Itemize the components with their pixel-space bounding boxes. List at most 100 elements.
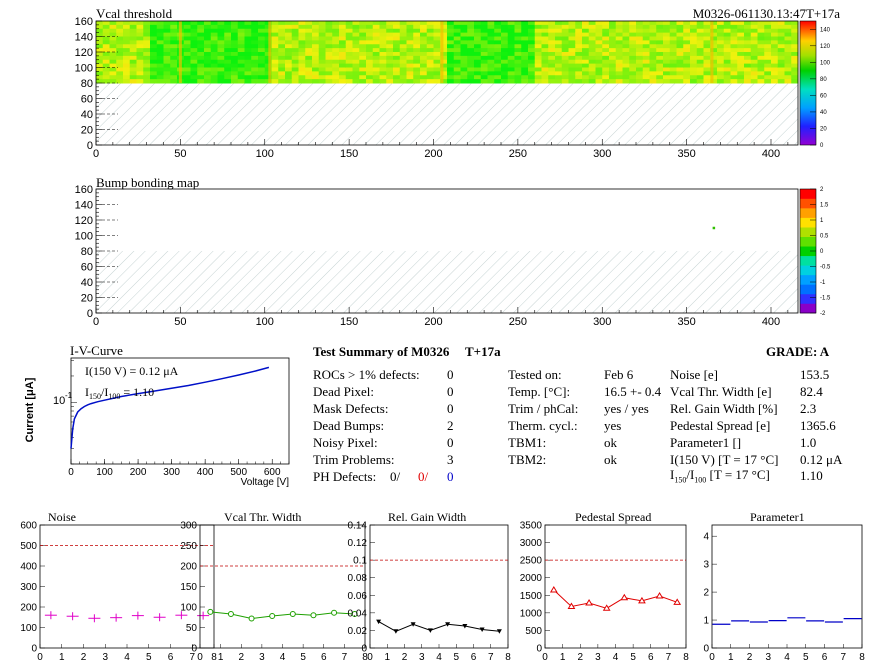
vcal-cell [278, 52, 286, 57]
pal-tick-label: -1.5 [820, 296, 831, 302]
iv-title: I-V-Curve [70, 343, 123, 358]
vcal-cell [217, 75, 225, 80]
vcal-cell [744, 52, 752, 57]
vcal-cell [163, 40, 171, 45]
vcal-cell [609, 21, 617, 26]
vcal-cell [366, 52, 374, 57]
right-value: 1365.6 [800, 418, 836, 433]
vcal-cell [197, 44, 205, 49]
xtick-label: 2 [238, 652, 244, 663]
vcal-cell [690, 48, 698, 53]
vcal-cell [298, 40, 306, 45]
vcal-cell [150, 63, 158, 68]
vcal-cell [683, 32, 691, 37]
vcal-cell [764, 52, 772, 57]
vcal-cell [784, 24, 792, 30]
vcal-cell [278, 63, 286, 68]
vcal-cell [143, 44, 151, 49]
iv-curve [70, 366, 270, 449]
vcal-cell [717, 36, 725, 41]
iv-xtick-label: 100 [96, 467, 113, 478]
vcal-cell [244, 44, 252, 49]
vcal-cell [136, 55, 144, 61]
vcal-cell [555, 63, 563, 68]
vcal-cell [210, 63, 218, 68]
ytick-label: 500 [20, 541, 37, 552]
vcal-cell [669, 52, 677, 57]
vcal-cell [730, 59, 738, 65]
vcal-cell [197, 71, 205, 76]
vcal-cell [636, 32, 644, 37]
vcal-cell [521, 28, 529, 34]
vcal-cell [690, 36, 698, 41]
vcal-cell [123, 28, 131, 34]
vcal-cell [480, 59, 488, 65]
vcal-cell [575, 21, 583, 26]
vcal-cell [399, 44, 407, 49]
vcal-cell [217, 63, 225, 68]
point [289, 610, 296, 617]
vcal-cell [703, 75, 711, 80]
series-line [553, 589, 678, 609]
vcal-cell [602, 21, 610, 26]
vcal-cell [744, 59, 752, 65]
vcal-cell [379, 63, 387, 68]
vcal-cell [541, 75, 549, 80]
vcal-cell [622, 28, 630, 34]
vcal-cell [555, 79, 563, 84]
vcal-cell [123, 52, 131, 57]
vcal-cell [96, 40, 104, 45]
vcal-cell [723, 55, 731, 61]
left-value: 0 [447, 401, 454, 416]
vcal-cell [156, 52, 164, 57]
vcal-cell [217, 48, 225, 53]
left-value: 0 [447, 367, 454, 382]
vcal-cell [771, 59, 779, 65]
vcal-cell [224, 52, 232, 57]
vcal-cell [750, 48, 758, 53]
vcal-cell [784, 71, 792, 76]
bump-pal-band [800, 255, 816, 266]
vcal-cell [332, 79, 340, 84]
vcal-cell [150, 75, 158, 80]
vcal-cell [737, 48, 745, 53]
x-tick-label: 0 [93, 316, 99, 328]
xtick-label: 5 [146, 652, 152, 663]
vcal-cell [750, 21, 758, 26]
vcal-cell [669, 67, 677, 72]
vcal-cell [352, 52, 360, 57]
vcal-cell [123, 36, 131, 41]
vcal-cell [420, 21, 428, 26]
vcal-cell [109, 48, 117, 53]
vcal-cell [291, 67, 299, 72]
vcal-cell [136, 48, 144, 53]
vcal-cell [251, 40, 259, 45]
vcal-cell [298, 32, 306, 37]
xtick-label: 5 [630, 652, 636, 663]
vcal-cell [710, 24, 718, 30]
vcal-cell [291, 28, 299, 34]
vcal-cell [379, 71, 387, 76]
vcal-cell [750, 40, 758, 45]
vcal-cell [595, 44, 603, 49]
vcal-cell [231, 48, 239, 53]
vcal-cell [258, 52, 266, 57]
vcal-cell [453, 48, 461, 53]
vcal-cell [595, 67, 603, 72]
vcal-cell [575, 28, 583, 34]
vcal-cell [636, 63, 644, 68]
vcal-cell [642, 44, 650, 49]
y-tick-label: 40 [81, 277, 93, 289]
vcal-cell [325, 79, 333, 84]
vcal-cell [318, 21, 326, 26]
vcal-cell [602, 44, 610, 49]
vcal-cell [609, 44, 617, 49]
vcal-cell [575, 32, 583, 37]
x-tick-label: 250 [509, 148, 527, 160]
small-plot-title: Rel. Gain Width [388, 510, 466, 524]
vcal-cell [224, 40, 232, 45]
vcal-cell [156, 59, 164, 65]
vcal-cell [609, 48, 617, 53]
vcal-cell [386, 40, 394, 45]
ytick-label: 200 [20, 603, 37, 614]
